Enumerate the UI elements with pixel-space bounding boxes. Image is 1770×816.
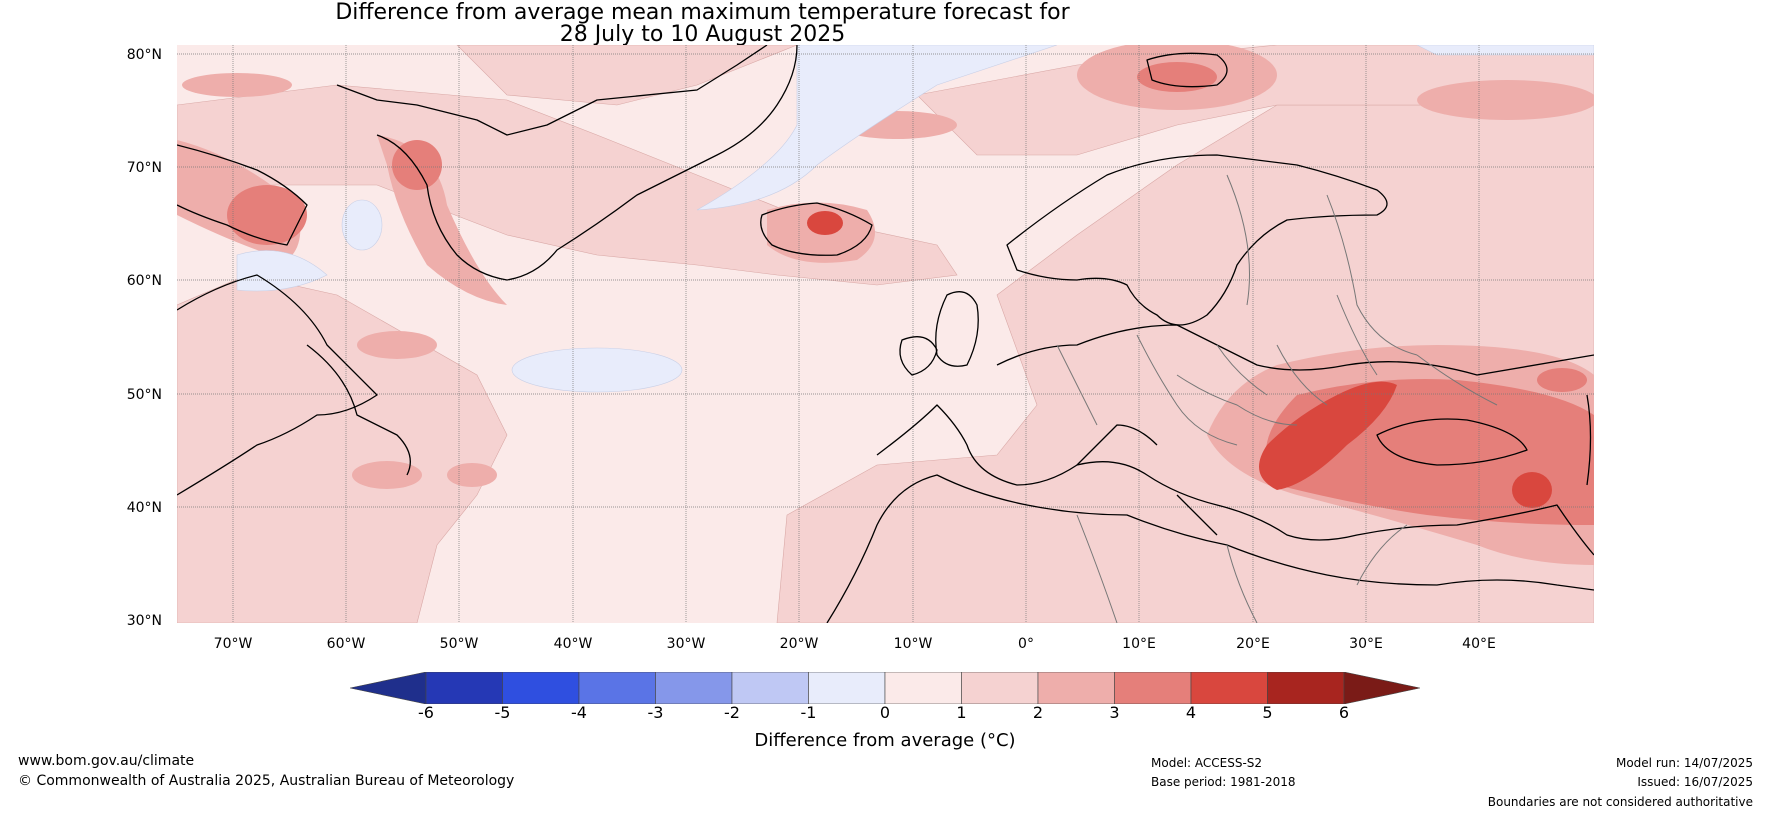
chart-title-line-2: 28 July to 10 August 2025	[559, 22, 846, 47]
colorbar-tick-label: 0	[879, 703, 891, 722]
lon-label-20e: 20°E	[1236, 636, 1270, 652]
colorbar-tick-label: 1	[956, 703, 967, 722]
lon-label-30w: 30°W	[666, 636, 706, 652]
colorbar-segment	[425, 672, 503, 704]
temperature-anomaly-map	[177, 45, 1594, 623]
lon-label-50w: 50°W	[439, 636, 479, 652]
lat-label-30n: 30°N	[126, 613, 162, 629]
chart-title-line-1: Difference from average mean maximum tem…	[335, 0, 1070, 25]
lon-label-40w: 40°W	[553, 636, 593, 652]
lon-label-30e: 30°E	[1349, 636, 1383, 652]
colorbar-segment	[1037, 672, 1115, 704]
coastlines	[177, 45, 1594, 623]
country-borders	[1056, 174, 1498, 623]
model-run-date: Model run: 14/07/2025	[1615, 756, 1753, 770]
colorbar-tick-label: -4	[571, 703, 587, 722]
colorbar-extend-high	[1343, 672, 1420, 704]
lon-label-60w: 60°W	[326, 636, 366, 652]
lon-label-10e: 10°E	[1122, 636, 1156, 652]
lat-label-70n: 70°N	[126, 160, 162, 176]
colorbar-tick-label: 6	[1338, 703, 1350, 722]
anomaly-field-neg1-0	[236, 45, 1594, 393]
colorbar-segment	[578, 672, 656, 704]
colorbar-tick-label: 2	[1032, 703, 1044, 722]
colorbar-tick-label: -1	[800, 703, 817, 722]
colorbar-tick-label: 4	[1185, 703, 1197, 722]
lat-label-50n: 50°N	[126, 387, 162, 403]
colorbar-segment	[1114, 672, 1192, 704]
colorbar-segment	[731, 672, 809, 704]
lat-label-60n: 60°N	[126, 273, 162, 289]
lon-label-40e: 40°E	[1462, 636, 1496, 652]
lon-label-10w: 10°W	[893, 636, 933, 652]
base-period: Base period: 1981-2018	[1151, 775, 1296, 789]
colorbar-segment	[808, 672, 886, 704]
anomaly-field-4-5	[807, 211, 1552, 508]
colorbar-segment	[502, 672, 580, 704]
colorbar-tick-label: -3	[647, 703, 664, 722]
colorbar-segment	[1190, 672, 1268, 704]
colorbar-tick-label: 3	[1109, 703, 1120, 722]
colorbar-segment	[884, 672, 962, 704]
footer-url[interactable]: www.bom.gov.au/climate	[18, 753, 195, 769]
lat-label-80n: 80°N	[126, 47, 162, 63]
colorbar-extend-low	[350, 672, 427, 704]
boundaries-disclaimer: Boundaries are not considered authoritat…	[1487, 795, 1753, 809]
colorbar-tick-label: 5	[1262, 703, 1273, 722]
colorbar-tick-label: -2	[724, 703, 740, 722]
colorbar-tick-label: -5	[494, 703, 511, 722]
colorbar-tick-label: -6	[418, 703, 434, 722]
lon-label-0: 0°	[1018, 636, 1034, 652]
lat-label-40n: 40°N	[126, 500, 162, 516]
colorbar-label: Difference from average (°C)	[754, 730, 1016, 751]
graticule	[177, 45, 1594, 623]
lon-label-20w: 20°W	[779, 636, 819, 652]
footer-copyright: © Commonwealth of Australia 2025, Austra…	[18, 773, 515, 789]
colorbar-segment	[1267, 672, 1345, 704]
colorbar	[350, 672, 1420, 704]
issued-date: Issued: 16/07/2025	[1637, 775, 1753, 789]
lon-label-70w: 70°W	[213, 636, 253, 652]
colorbar-segment	[655, 672, 733, 704]
model-name: Model: ACCESS-S2	[1151, 756, 1263, 770]
colorbar-segment	[961, 672, 1039, 704]
